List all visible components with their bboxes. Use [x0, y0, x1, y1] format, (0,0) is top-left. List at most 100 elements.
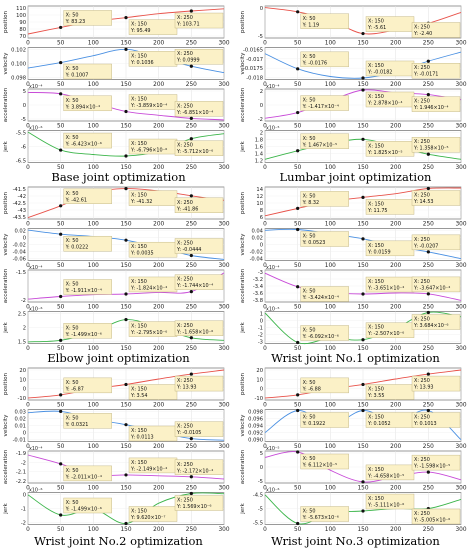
- x-tick-label: 200: [390, 222, 401, 228]
- x-tick-label: 150: [357, 263, 368, 269]
- panel-title-elbow: Elbow joint optimization: [47, 351, 190, 365]
- x-tick-label: 0: [26, 486, 30, 492]
- datatip-marker: [361, 408, 365, 413]
- datatip-x-text: X: 150: [131, 53, 147, 59]
- x-tick-label: 250: [186, 124, 197, 130]
- datatip-x-text: X: 150: [131, 22, 147, 28]
- x-tick-label: 0: [263, 346, 267, 352]
- datatip-box: [411, 96, 461, 112]
- x-tick-label: 250: [186, 403, 197, 409]
- datatip-x-text: X: 50: [303, 289, 316, 295]
- x-tick-label: 300: [455, 346, 466, 352]
- subplot-acceleration: 0 50 100 150 200 250 300 -1.9 -2 -2.1 -2.2 accelera…: [3, 446, 230, 492]
- datatip-marker: [296, 285, 300, 289]
- datatip-box: [300, 13, 349, 29]
- datatip-box: [300, 412, 349, 428]
- y-axis-label: position: [3, 191, 9, 214]
- x-tick-label: 50: [294, 486, 302, 492]
- x-tick-label: 300: [218, 527, 229, 533]
- x-tick-label: 150: [357, 346, 368, 352]
- datatip-y-text: Y: -6.092×10⁻⁶: [302, 334, 339, 340]
- datatip: X: 50Y: -3.424×10⁻⁴: [300, 286, 349, 302]
- datatip-marker: [361, 509, 365, 513]
- x-tick-label: 200: [153, 82, 164, 88]
- x-tick-label: 250: [186, 222, 197, 228]
- x-tick-label: 50: [57, 165, 65, 171]
- datatip: X: 50Y: 8.32: [300, 191, 349, 207]
- y-tick-label: 110: [16, 6, 26, 12]
- x-tick-label: 300: [218, 82, 229, 88]
- x-tick-label: 100: [88, 486, 99, 492]
- x-tick-label: 100: [325, 41, 336, 47]
- scale-factor: x10⁻⁶: [266, 487, 279, 493]
- y-tick-label: -3.6: [253, 291, 263, 297]
- y-tick-label: -10: [18, 396, 26, 402]
- datatip-x-text: X: 50: [66, 238, 79, 244]
- x-tick-label: 150: [357, 222, 368, 228]
- y-tick-label: 10: [19, 377, 26, 383]
- datatip-y-text: Y: -5.712×10⁻⁶: [176, 149, 213, 155]
- datatip-x-text: X: 150: [368, 201, 384, 207]
- datatip-box: [300, 231, 349, 247]
- x-tick-label: 150: [120, 41, 131, 47]
- datatip-box: [300, 286, 349, 302]
- x-tick-label: 50: [57, 305, 65, 311]
- x-tick-label: 300: [455, 305, 466, 311]
- y-tick-label: -0.018: [246, 76, 263, 82]
- datatip-marker: [426, 292, 430, 296]
- datatip-x-text: X: 250: [414, 99, 430, 105]
- datatip-marker: [124, 317, 128, 322]
- datatip-x-text: X: 250: [414, 457, 430, 463]
- x-tick-label: 300: [455, 41, 466, 47]
- datatip-marker: [124, 187, 128, 191]
- datatip-x-text: X: 50: [66, 500, 79, 506]
- x-tick-label: 200: [153, 403, 164, 409]
- datatip-box: [411, 63, 461, 79]
- scale-factor: x10⁻⁵: [266, 306, 279, 312]
- x-tick-label: 150: [120, 82, 131, 88]
- datatip-x-text: X: 250: [414, 237, 430, 243]
- x-tick-label: 250: [423, 124, 434, 130]
- x-tick-label: 50: [57, 403, 65, 409]
- datatip-x-text: X: 250: [414, 415, 430, 421]
- panel-title-wrist3: Wrist joint No.3 optimization: [271, 534, 440, 548]
- y-axis-label: acceleration: [240, 449, 246, 484]
- scale-factor: x10⁻⁴: [29, 84, 42, 90]
- datatip-marker: [296, 67, 300, 71]
- subplot-jerk: 0 50 100 150 200 250 300 -5.5 -6 -6.5 jerk x10⁻⁶ X: …: [3, 125, 230, 171]
- datatip-marker: [361, 76, 365, 80]
- datatip-box: [300, 51, 349, 68]
- datatip-y-text: Y: -2.507×10⁻⁶: [367, 331, 404, 337]
- x-tick-label: 100: [325, 346, 336, 352]
- datatip-box: [63, 465, 112, 482]
- datatip-box: [300, 95, 349, 111]
- x-tick-label: 0: [263, 165, 267, 171]
- y-tick-label: -2.2: [16, 479, 26, 485]
- datatip-marker: [296, 450, 300, 454]
- x-tick-label: 200: [390, 403, 401, 409]
- datatip-marker: [361, 195, 365, 199]
- datatip: X: 50Y: 3.894×10⁻⁴: [63, 95, 112, 112]
- datatip-box: [411, 508, 461, 525]
- subplot-velocity: 0 50 100 150 200 250 300 0.102 0.100 0.098velocit…: [3, 47, 230, 88]
- datatip-y-text: Y: -6.87: [65, 386, 84, 392]
- y-tick-label: 1.5: [18, 340, 26, 346]
- x-tick-label: 0: [263, 486, 267, 492]
- datatip-x-text: X: 250: [414, 511, 430, 517]
- subplot-velocity: 0 50 100 150 200 250 3000.040.020-0.02-0.04vel…: [240, 227, 467, 269]
- x-tick-label: 150: [357, 305, 368, 311]
- y-tick-label: 20: [19, 368, 26, 374]
- datatip-y-text: Y: -6.88: [302, 386, 321, 392]
- subplot-velocity: 0 50 100 150 200 250 300 -0.0165 -0.017 -0.0175 -0…: [240, 47, 467, 88]
- x-tick-label: 200: [153, 305, 164, 311]
